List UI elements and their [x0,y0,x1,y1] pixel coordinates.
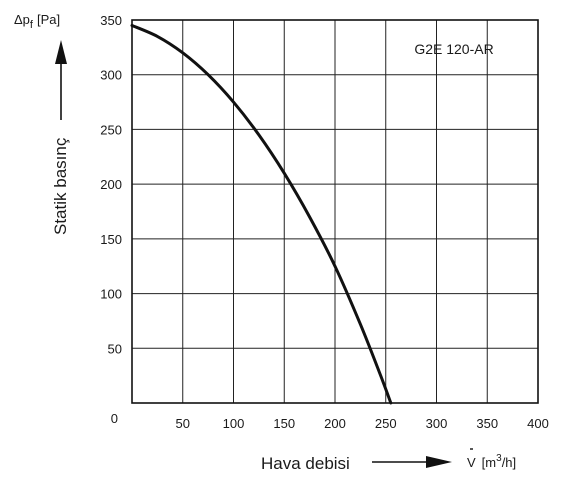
x-tick-label: 100 [223,416,245,431]
x-axis-unit-prefix: [m [482,455,496,470]
x-tick-label: 300 [426,416,448,431]
y-axis-symbol: Δpf [Pa] [14,12,60,31]
y-tick-label: 100 [100,287,122,302]
y-tick-label: 200 [100,177,122,192]
y-axis-symbol-main: Δp [14,12,30,27]
y-tick-label: 50 [108,341,122,356]
y-axis-title-group: Statik basınç [51,40,70,235]
x-axis-symbol: V [467,455,476,470]
x-tick-label: 0 [111,411,118,426]
model-label: G2E 120-AR [414,41,493,57]
y-axis-title: Statik basınç [51,137,70,235]
x-tick-label: 400 [527,416,549,431]
y-axis-symbol-subscript: f [30,19,34,31]
y-tick-labels: 50 100 150 200 250 300 350 [100,13,122,356]
x-tick-label: 50 [176,416,190,431]
grid-lines [132,20,538,403]
x-tick-label: 250 [375,416,397,431]
x-axis-unit: V [m3/h] [467,453,516,470]
x-axis-unit-superscript: 3 [496,453,502,464]
y-axis-arrow-icon [55,40,67,64]
x-tick-label: 150 [273,416,295,431]
x-tick-label: 200 [324,416,346,431]
x-tick-label: 350 [476,416,498,431]
y-tick-label: 150 [100,232,122,247]
x-axis-arrow-icon [426,456,452,468]
y-tick-label: 300 [100,68,122,83]
y-axis-unit: [Pa] [37,12,60,27]
x-tick-labels: 0 50 100 150 200 250 300 350 400 [111,411,549,431]
y-tick-label: 250 [100,122,122,137]
x-axis-title-group: Hava debisi V [m3/h] [261,448,516,473]
series-line-0 [130,23,393,405]
x-axis-title: Hava debisi [261,454,350,473]
plot-frame [131,19,539,404]
y-tick-label: 350 [100,13,122,28]
x-axis-unit-suffix: /h] [502,455,516,470]
